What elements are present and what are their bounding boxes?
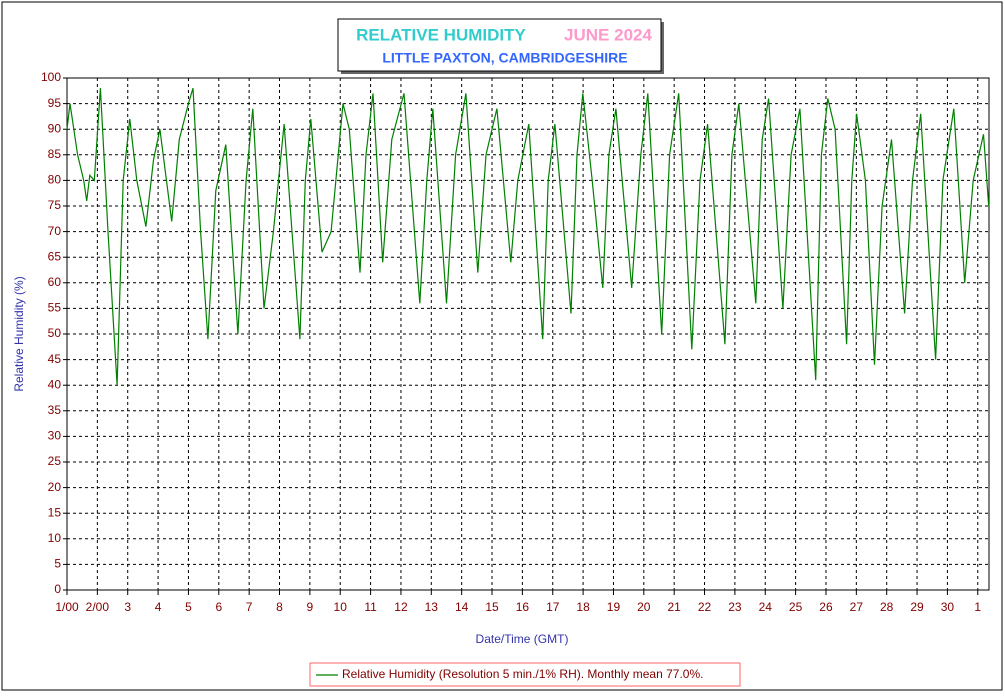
y-tick-label: 100 xyxy=(41,70,61,84)
x-tick-label: 12 xyxy=(394,600,408,614)
y-tick-label: 75 xyxy=(48,198,62,212)
y-tick-label: 5 xyxy=(54,557,61,571)
y-tick-label: 65 xyxy=(48,249,62,263)
y-tick-label: 50 xyxy=(48,326,62,340)
x-tick-label: 28 xyxy=(880,600,894,614)
x-tick-label: 23 xyxy=(728,600,742,614)
y-tick-label: 55 xyxy=(48,301,62,315)
x-tick-label: 18 xyxy=(576,600,590,614)
x-tick-label: 16 xyxy=(516,600,530,614)
legend-box xyxy=(309,662,741,687)
x-tick-label: 17 xyxy=(546,600,560,614)
x-tick-label: 30 xyxy=(941,600,955,614)
x-tick-label: 1 xyxy=(974,600,981,614)
x-tick-label: 2/00 xyxy=(86,600,110,614)
y-tick-label: 60 xyxy=(48,275,62,289)
x-tick-label: 4 xyxy=(155,600,162,614)
data-line xyxy=(66,88,990,386)
chart-title: RELATIVE HUMIDITY xyxy=(356,25,526,44)
y-tick-label: 30 xyxy=(48,429,62,443)
title-box xyxy=(337,18,662,72)
x-axis-label: Date/Time (GMT) xyxy=(476,632,569,646)
x-tick-label: 1/00 xyxy=(55,600,79,614)
legend-label: Relative Humidity (Resolution 5 min./1% … xyxy=(342,667,703,681)
y-tick-label: 10 xyxy=(48,531,62,545)
x-tick-label: 25 xyxy=(789,600,803,614)
y-axis-label: Relative Humidity (%) xyxy=(12,276,26,391)
chart-title-date: JUNE 2024 xyxy=(564,25,652,44)
y-tick-label: 95 xyxy=(48,96,62,110)
x-tick-label: 19 xyxy=(607,600,621,614)
x-tick-label: 3 xyxy=(124,600,131,614)
x-tick-label: 13 xyxy=(425,600,439,614)
x-tick-label: 5 xyxy=(185,600,192,614)
y-tick-label: 25 xyxy=(48,454,62,468)
x-tick-label: 24 xyxy=(759,600,773,614)
x-tick-label: 6 xyxy=(215,600,222,614)
x-tick-label: 7 xyxy=(246,600,253,614)
y-tick-label: 90 xyxy=(48,121,62,135)
x-tick-label: 20 xyxy=(637,600,651,614)
x-tick-label: 15 xyxy=(485,600,499,614)
y-tick-label: 45 xyxy=(48,352,62,366)
x-tick-label: 10 xyxy=(334,600,348,614)
x-tick-label: 21 xyxy=(667,600,681,614)
x-tick-label: 26 xyxy=(819,600,833,614)
x-tick-label: 22 xyxy=(698,600,712,614)
x-tick-label: 11 xyxy=(364,600,377,614)
y-tick-label: 0 xyxy=(54,582,61,596)
y-tick-label: 20 xyxy=(48,480,62,494)
x-tick-label: 29 xyxy=(910,600,924,614)
y-tick-label: 85 xyxy=(48,147,62,161)
chart-subtitle: LITTLE PAXTON, CAMBRIDGESHIRE xyxy=(382,50,627,66)
y-tick-label: 70 xyxy=(48,224,62,238)
x-tick-label: 9 xyxy=(307,600,314,614)
x-tick-label: 27 xyxy=(850,600,864,614)
y-tick-label: 15 xyxy=(48,505,62,519)
y-tick-label: 80 xyxy=(48,173,62,187)
y-tick-label: 40 xyxy=(48,377,62,391)
y-tick-label: 35 xyxy=(48,403,62,417)
x-tick-label: 14 xyxy=(455,600,469,614)
x-tick-label: 8 xyxy=(276,600,283,614)
